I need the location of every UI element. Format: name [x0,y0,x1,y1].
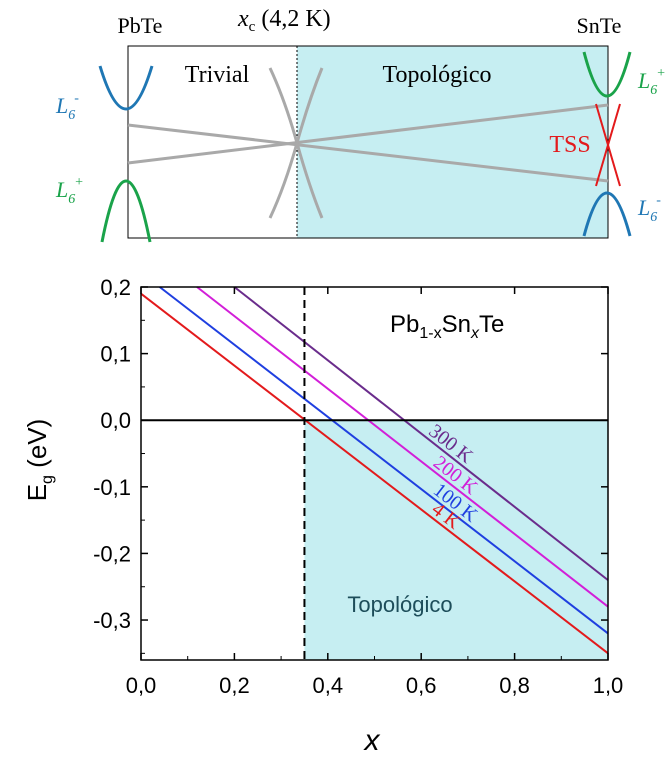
tss-label: TSS [549,132,590,158]
pbte-label: PbTe [118,13,163,38]
series-line [196,286,609,608]
x-tick-label: 0,4 [313,673,344,698]
l6-minus-right-label: L6- [637,193,661,225]
series-line [233,286,609,581]
grey-parabola [295,142,324,219]
trivial-label: Trivial [185,62,250,88]
xc-symbol: x [237,6,249,32]
formula-annotation: Pb1-xSnxTe [390,311,504,342]
grey-band-line [127,103,609,165]
y-tick-label: -0,3 [93,608,131,633]
topological-label-top: Topológico [383,62,492,88]
xc-label: xc (4,2 K) [237,6,331,35]
y-tick-label: 0,2 [100,275,131,300]
grey-band-line [127,123,609,183]
series-line [140,292,609,655]
series-line [159,286,609,635]
y-tick-label: 0,1 [100,342,131,367]
x-axis-label: x [363,724,381,757]
y-tick-label: 0,0 [100,408,131,433]
xc-subscript: c [249,19,256,35]
grey-parabola [295,67,324,144]
y-tick-label: -0,1 [93,475,131,500]
x-tick-label: 0,8 [499,673,530,698]
l6-minus-left-label: L6- [55,91,79,123]
l6-plus-right-label: L6+ [637,66,666,98]
grey-parabola [268,67,299,144]
y-axis-label: Eg (eV) [22,419,56,502]
l6-plus-band-left [100,179,152,243]
x-tick-label: 0,2 [219,673,250,698]
series-group [140,286,609,655]
chart-panel: 0,0 0,2 0,4 0,6 0,8 1,00,20,10,0-0,1-0,2-0,3 … [22,275,623,757]
l6-plus-left-label: L6+ [55,175,84,207]
schematic-panel: PbTe xc (4,2 K) SnTe Trivial Topológico … [55,6,666,243]
l6-minus-band-left [98,65,154,111]
snte-label: SnTe [577,13,622,38]
topological-region-fill [297,46,608,238]
x-tick-label: 1,0 [593,673,624,698]
grey-parabola [268,142,299,219]
l6-plus-band-right [582,51,632,98]
ticks-group: 0,0 0,2 0,4 0,6 0,8 1,0 0,2 0,1 0,0 -0,1 -0,2 -0,3 [93,275,623,698]
l6-minus-band-right [582,191,632,237]
xc-value: (4,2 K) [255,6,330,32]
y-tick-label: -0,2 [93,541,131,566]
tss-line [595,103,621,187]
topological-label-chart: Topológico [347,592,452,617]
x-tick-label: 0,6 [406,673,437,698]
x-tick-label: 0,0 [126,673,157,698]
